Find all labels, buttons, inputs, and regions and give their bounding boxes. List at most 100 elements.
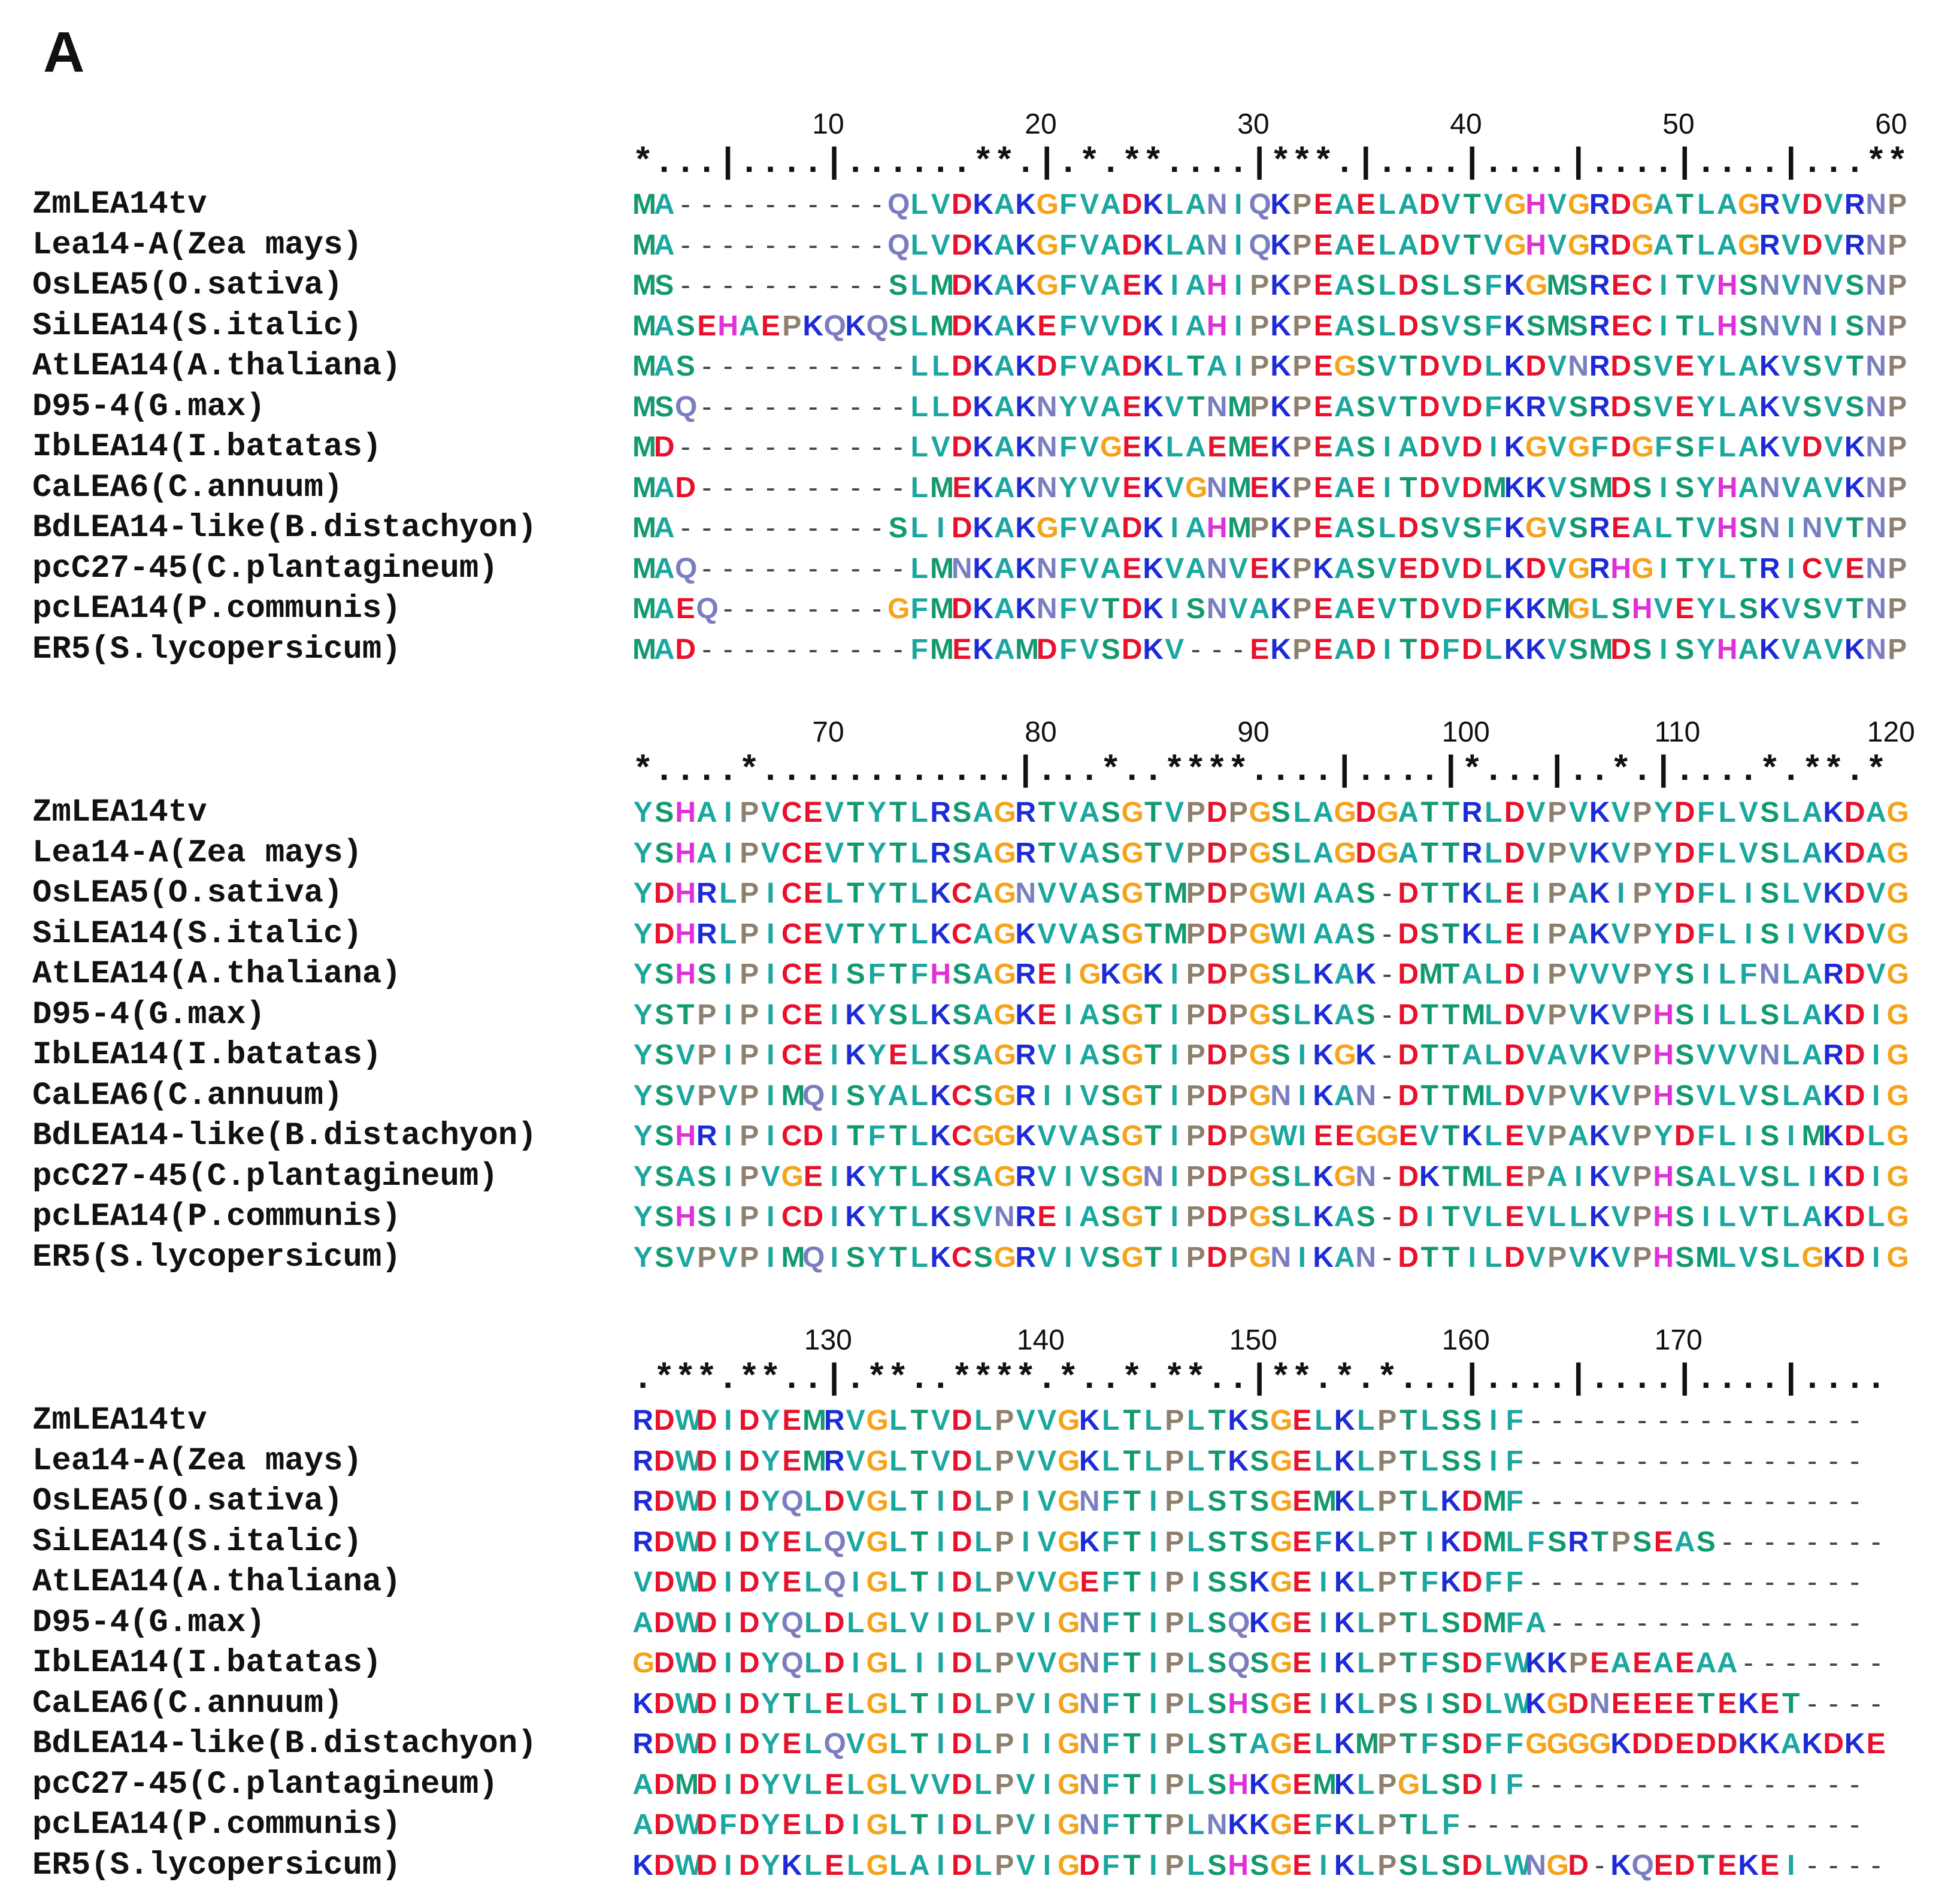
residue: V	[1547, 512, 1567, 544]
gap: -	[680, 512, 690, 544]
residue: G	[1270, 1566, 1293, 1598]
residue: V	[825, 837, 844, 869]
residue: A	[1801, 797, 1823, 828]
residue: E	[1292, 1486, 1312, 1517]
gap: -	[1637, 1768, 1647, 1801]
residue: L	[1144, 1405, 1162, 1436]
residue: G	[1631, 431, 1654, 463]
residue: A	[1334, 958, 1355, 990]
residue: V	[825, 918, 844, 950]
residue: S	[1250, 1405, 1270, 1436]
residue: G	[1376, 837, 1399, 869]
residue: L	[974, 1526, 992, 1558]
residue: K	[1504, 431, 1525, 463]
residue: R	[632, 1405, 654, 1436]
residue: G	[1270, 1526, 1293, 1558]
residue: T	[1442, 1160, 1460, 1193]
residue: E	[1505, 918, 1525, 950]
residue: P	[697, 999, 717, 1031]
residue: N	[1206, 391, 1228, 423]
residue: M	[930, 471, 954, 504]
gap: -	[1552, 1486, 1562, 1517]
residue: E	[1037, 1201, 1057, 1233]
residue: L	[910, 1160, 928, 1193]
residue: F	[1102, 1768, 1120, 1801]
residue: D	[696, 1486, 717, 1517]
residue: L	[1718, 999, 1736, 1031]
residue: D	[1716, 1728, 1738, 1760]
residue: L	[889, 1405, 907, 1436]
residue: H	[1525, 229, 1547, 261]
residue: L	[932, 350, 950, 382]
gap: -	[1786, 1606, 1796, 1639]
residue: T	[1740, 552, 1758, 585]
residue: F	[1059, 593, 1077, 625]
residue: V	[1016, 1606, 1035, 1639]
residue: G	[1036, 229, 1059, 261]
residue: G	[1270, 1647, 1293, 1679]
residue: F	[1059, 350, 1077, 382]
gap: -	[1765, 1768, 1775, 1801]
residue: I	[1022, 1728, 1030, 1760]
residue: S	[1186, 593, 1205, 625]
sequence-row: pcLEA14(P.communis) YSHS I P I CD I KY T LKSVNRE I…	[0, 1198, 1960, 1236]
residue: K	[1015, 471, 1037, 504]
residue: K	[1738, 1849, 1759, 1881]
residue: L	[1187, 1768, 1205, 1801]
residue: D	[951, 189, 973, 220]
residue: K	[1143, 512, 1164, 544]
residue: N	[1801, 512, 1823, 544]
residue: E	[1292, 1445, 1312, 1477]
residue: S	[1803, 350, 1822, 382]
residue: L	[804, 1486, 822, 1517]
residue: V	[675, 1079, 695, 1112]
gap: -	[1850, 1809, 1860, 1841]
residue: S	[1250, 1647, 1270, 1679]
residue: S	[1632, 391, 1652, 423]
residue: L	[974, 1647, 992, 1679]
residue: Q	[696, 593, 719, 625]
residue: N	[1865, 310, 1887, 342]
residue: K	[1143, 593, 1164, 625]
position-number: 100	[1441, 716, 1490, 748]
residue: M	[632, 229, 656, 261]
residue: D	[951, 1809, 973, 1841]
residue: P	[1292, 229, 1312, 261]
residue: K	[1270, 391, 1292, 423]
sequence-name: CaLEA6(C.annuum)	[32, 1685, 343, 1722]
residue: H	[1653, 999, 1674, 1031]
residue: K	[1015, 512, 1037, 544]
sequence-name: ZmLEA14tv	[32, 1402, 207, 1439]
sequence-residues: YS T P I P I CE I KYS LKSAGKE I ASGT I PDPGS LKAS - DT TM…	[632, 996, 1909, 1034]
residue: I	[1617, 878, 1625, 909]
residue: S	[1271, 837, 1290, 869]
residue: D	[1844, 837, 1865, 869]
residue: R	[1844, 229, 1865, 261]
residue: N	[1206, 552, 1228, 585]
residue: D	[1398, 999, 1419, 1031]
residue: V	[1037, 1160, 1057, 1193]
residue: I	[1064, 1039, 1073, 1071]
residue: P	[1888, 431, 1907, 463]
residue: Q	[823, 1728, 846, 1760]
gap: -	[1573, 1809, 1583, 1841]
position-number: 60	[1875, 108, 1907, 140]
residue: L	[847, 1768, 865, 1801]
sequence-row: pcC27-45(C.plantagineum) ADMD I DYV L E LGL VVD…	[0, 1766, 1960, 1804]
residue: D	[1419, 350, 1440, 382]
residue: G	[1334, 837, 1356, 869]
residue: P	[1186, 1160, 1205, 1193]
residue: L	[974, 1728, 992, 1760]
residue: K	[973, 471, 994, 504]
residue: V	[1547, 552, 1567, 585]
residue: V	[1781, 471, 1801, 504]
residue: K	[1504, 633, 1525, 665]
gap: -	[765, 189, 775, 220]
residue: I	[1064, 1160, 1073, 1193]
residue: P	[1888, 270, 1907, 301]
residue: S	[1101, 837, 1120, 869]
residue: V	[1228, 593, 1248, 625]
sequence-name: OsLEA5(O.sativa)	[32, 1483, 343, 1520]
residue: E	[1122, 552, 1142, 585]
residue: P	[1186, 918, 1205, 950]
